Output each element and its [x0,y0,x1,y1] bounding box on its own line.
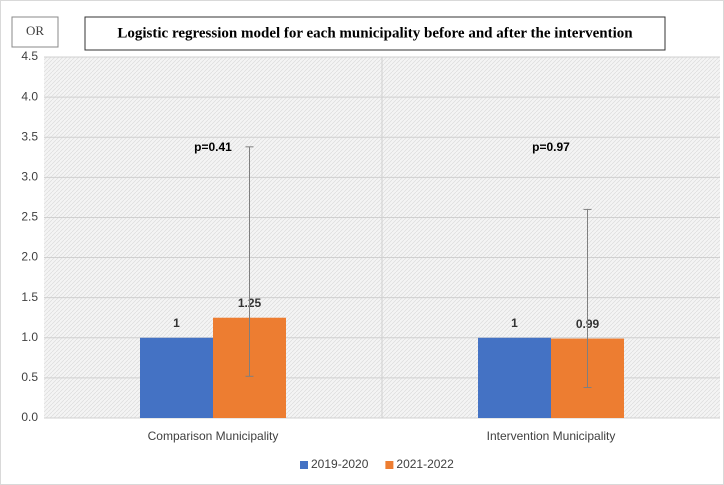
chart-title: Logistic regression model for each munic… [117,25,633,41]
y-tick-label: 2.5 [21,210,38,224]
bar [140,337,213,418]
annotation: p=0.97 [532,140,570,154]
y-tick-label: 1.5 [21,290,38,304]
bar [478,337,551,418]
title-box [84,16,666,51]
y-tick-label: 3.5 [21,129,38,143]
y-label: OR [26,23,44,38]
y-tick-label: 2.0 [21,250,38,264]
y-tick-label: 4.0 [21,89,38,103]
legend-swatch [300,461,308,469]
y-label-box [11,16,59,48]
y-tick-label: 1.0 [21,330,38,344]
data-label: 1 [173,316,180,330]
x-tick-label: Intervention Municipality [487,429,616,443]
annotation: p=0.41 [194,140,232,154]
y-tick-label: 4.5 [21,49,38,63]
legend-label: 2021-2022 [396,457,454,471]
x-tick-label: Comparison Municipality [148,429,279,443]
y-tick-label: 0.5 [21,370,38,384]
data-label: 1 [511,316,518,330]
y-tick-label: 3.0 [21,170,38,184]
legend-swatch [385,461,394,469]
y-tick-label: 0.0 [21,410,38,424]
legend-label: 2019-2020 [311,457,369,471]
